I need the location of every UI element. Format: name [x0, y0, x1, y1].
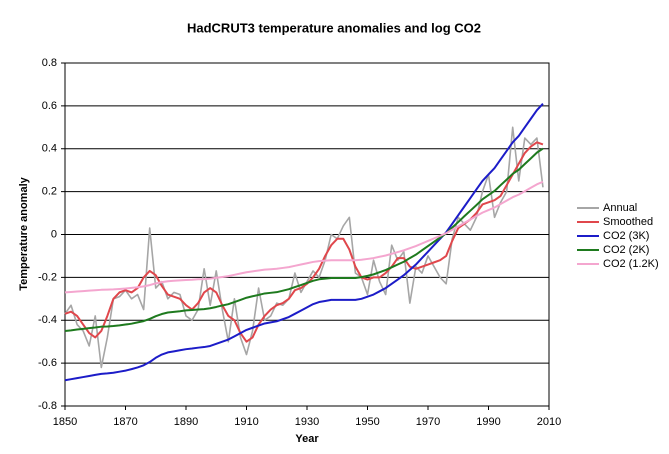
- legend-label: Smoothed: [603, 216, 653, 228]
- x-tick-label: 1950: [355, 416, 379, 428]
- y-tick-label: -0.2: [38, 271, 57, 283]
- x-tick-label: 2010: [537, 416, 561, 428]
- legend-label: CO2 (3K): [603, 230, 649, 242]
- y-tick-label: 0: [51, 228, 57, 240]
- y-tick-label: -0.6: [38, 357, 57, 369]
- y-tick-label: -0.4: [38, 314, 57, 326]
- x-tick-label: 1910: [234, 416, 258, 428]
- x-tick-label: 1990: [476, 416, 500, 428]
- y-tick-label: 0.2: [42, 186, 57, 198]
- series-line: [64, 103, 544, 382]
- x-tick-label: 1930: [295, 416, 319, 428]
- y-axis-title: Temperature anomaly: [18, 176, 30, 290]
- legend-label: CO2 (2K): [603, 244, 649, 256]
- x-tick-label: 1850: [53, 416, 77, 428]
- chart-title: HadCRUT3 temperature anomalies and log C…: [187, 20, 481, 35]
- series-line: [64, 141, 544, 343]
- series-line: [64, 180, 544, 294]
- x-axis-title: Year: [295, 433, 319, 445]
- series-line: [64, 147, 544, 332]
- y-tick-label: 0.8: [42, 57, 57, 69]
- x-tick-label: 1870: [113, 416, 137, 428]
- y-tick-label: -0.8: [38, 400, 57, 412]
- x-tick-label: 1890: [174, 416, 198, 428]
- y-tick-label: 0.6: [42, 100, 57, 112]
- y-tick-label: 0.4: [42, 143, 57, 155]
- legend-label: Annual: [603, 202, 637, 214]
- series-line: [64, 126, 544, 369]
- legend-label: CO2 (1.2K): [603, 258, 659, 270]
- plot-frame: [64, 62, 550, 407]
- x-tick-label: 1970: [416, 416, 440, 428]
